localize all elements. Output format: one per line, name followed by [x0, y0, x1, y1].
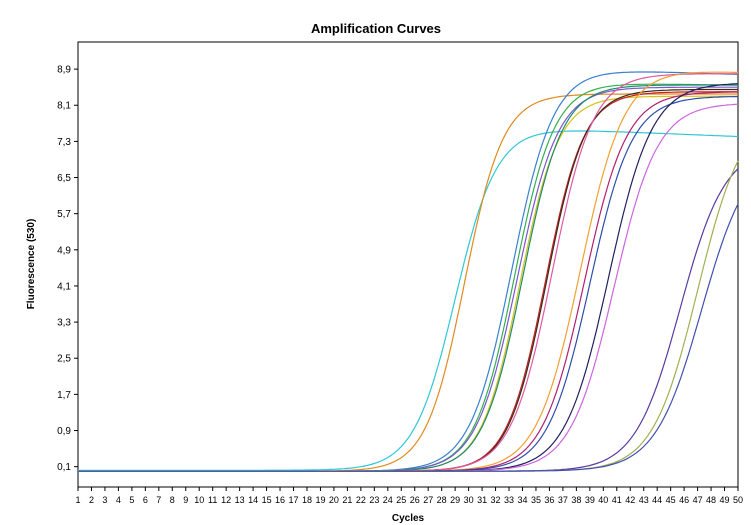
x-tick-label: 14 — [248, 495, 258, 505]
x-tick-label: 8 — [170, 495, 175, 505]
x-tick-label: 20 — [329, 495, 339, 505]
x-tick-label: 48 — [706, 495, 716, 505]
plot-area — [77, 41, 739, 488]
x-tick-label: 35 — [531, 495, 541, 505]
x-tick-label: 43 — [639, 495, 649, 505]
x-tick-label: 49 — [720, 495, 730, 505]
x-tick-label: 41 — [612, 495, 622, 505]
x-tick-label: 39 — [585, 495, 595, 505]
x-tick-label: 36 — [544, 495, 554, 505]
y-axis: 0,1 0,9 1,7 2,5 3,3 4,1 4,9 5,7 6,5 7,3 8,1 8,9 — [57, 65, 78, 473]
x-tick-label: 45 — [666, 495, 676, 505]
x-tick-label: 16 — [275, 495, 285, 505]
y-tick-label: 1,7 — [57, 390, 71, 401]
x-tick-label: 26 — [410, 495, 420, 505]
x-tick-label: 22 — [356, 495, 366, 505]
x-tick-label: 6 — [143, 495, 148, 505]
x-tick-label: 38 — [571, 495, 581, 505]
x-tick-label: 33 — [504, 495, 514, 505]
x-tick-label: 28 — [437, 495, 447, 505]
y-axis-label: Fluorescence (530) — [26, 219, 37, 310]
x-tick-label: 27 — [423, 495, 433, 505]
x-tick-label: 5 — [129, 495, 134, 505]
y-tick-label: 8,1 — [57, 101, 71, 112]
x-tick-label: 40 — [598, 495, 608, 505]
x-tick-label: 21 — [342, 495, 352, 505]
y-tick-label: 8,9 — [57, 65, 71, 76]
x-tick-label: 32 — [491, 495, 501, 505]
x-tick-label: 7 — [156, 495, 161, 505]
y-tick-label: 5,7 — [57, 209, 71, 220]
x-tick-label: 46 — [679, 495, 689, 505]
x-tick-label: 25 — [396, 495, 406, 505]
chart-title: Amplification Curves — [311, 21, 441, 36]
x-tick-label: 37 — [558, 495, 568, 505]
y-tick-label: 2,5 — [57, 354, 71, 365]
x-tick-label: 23 — [369, 495, 379, 505]
x-tick-label: 4 — [116, 495, 121, 505]
x-tick-label: 2 — [89, 495, 94, 505]
x-tick-label: 9 — [183, 495, 188, 505]
x-tick-label: 50 — [733, 495, 743, 505]
x-tick-label: 13 — [235, 495, 245, 505]
x-tick-label: 11 — [208, 495, 217, 505]
x-tick-label: 3 — [102, 495, 107, 505]
x-tick-label: 10 — [194, 495, 204, 505]
x-tick-label: 12 — [221, 495, 231, 505]
x-tick-label: 19 — [315, 495, 325, 505]
x-tick-label: 29 — [450, 495, 460, 505]
x-tick-label: 18 — [302, 495, 312, 505]
x-axis-label: Cycles — [392, 513, 425, 524]
x-tick-label: 1 — [75, 495, 80, 505]
y-tick-label: 0,1 — [57, 462, 71, 473]
series-layer — [78, 71, 739, 472]
amplification-curve — [78, 130, 739, 471]
x-tick-label: 24 — [383, 495, 393, 505]
y-tick-label: 4,9 — [57, 245, 71, 256]
x-tick-label: 44 — [652, 495, 662, 505]
y-tick-label: 7,3 — [57, 137, 71, 148]
y-tick-label: 6,5 — [57, 173, 71, 184]
x-tick-label: 17 — [289, 495, 299, 505]
y-tick-label: 3,3 — [57, 318, 71, 329]
x-tick-label: 42 — [625, 495, 635, 505]
y-tick-label: 4,1 — [57, 281, 71, 292]
x-tick-label: 15 — [262, 495, 272, 505]
x-tick-label: 31 — [477, 495, 487, 505]
y-tick-label: 0,9 — [57, 426, 71, 437]
x-tick-label: 34 — [517, 495, 527, 505]
x-tick-label: 30 — [464, 495, 474, 505]
x-tick-label: 47 — [693, 495, 703, 505]
amplification-curve — [78, 203, 739, 472]
x-axis: 1 2 3 4 5 6 7 8 9 10 11 12 13 14 15 16 17 18 19 20 21 22 23 24 2… — [75, 487, 743, 505]
